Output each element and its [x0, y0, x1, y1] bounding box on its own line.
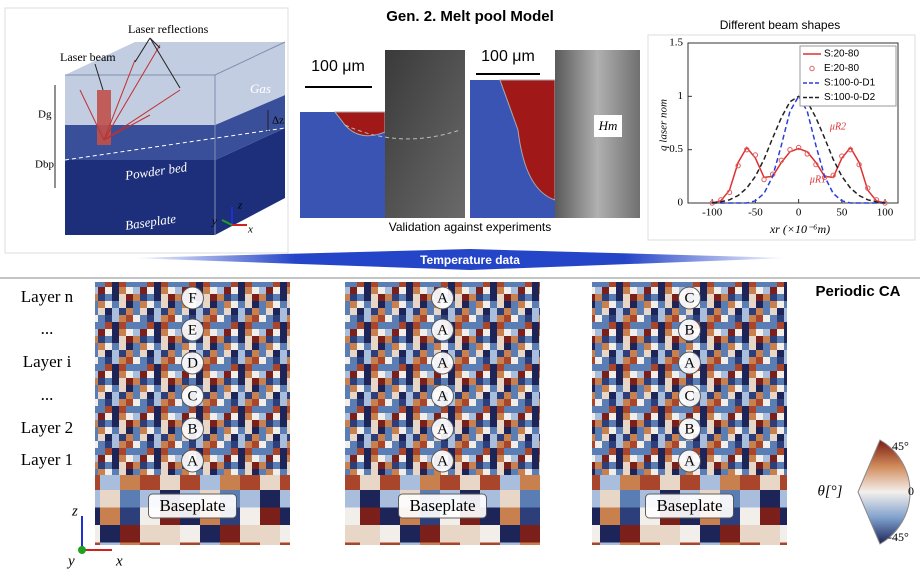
layer-letter: C: [187, 388, 197, 404]
colorbar-title: θ[°]: [817, 483, 842, 499]
y-axis-label: q laser nom: [658, 99, 670, 151]
axis-label: x: [247, 224, 253, 236]
x-tick-label: -100: [702, 207, 723, 219]
x-tick-label: -50: [748, 207, 763, 219]
x-tick-label: 50: [836, 207, 848, 219]
axis-label: z: [71, 503, 78, 519]
layer-letter: A: [437, 453, 448, 469]
colorbar: [858, 440, 910, 544]
axis-label: y: [66, 553, 75, 569]
label: Laser reflections: [128, 22, 209, 36]
caption: Validation against experiments: [389, 220, 552, 234]
legend-label: S:20-80: [824, 49, 859, 60]
scale-label: 100 μm: [481, 48, 535, 65]
layer-letter: E: [188, 322, 197, 338]
schematic: Laser reflections Laser beam Gas Dg Δz D…: [5, 8, 288, 253]
layer-letter: A: [684, 355, 695, 371]
colorbar-label: 0: [908, 484, 914, 498]
y-tick-label: 1.5: [669, 37, 683, 49]
baseplate-label: Baseplate: [159, 496, 225, 515]
layer-letter: B: [684, 322, 694, 338]
chart-title: Different beam shapes: [720, 18, 841, 32]
grain-field: [345, 282, 540, 475]
y-tick-label: 0: [678, 197, 684, 209]
x-tick-label: 100: [877, 207, 894, 219]
grain-field: [592, 282, 787, 475]
layer-letter: A: [187, 453, 198, 469]
periodic-ca: Periodic CA 45° 0 -45° θ[°] z y x Layer …: [21, 282, 914, 569]
transfer-label: Temperature data: [420, 253, 520, 267]
layer-label: Layer 1: [21, 450, 73, 469]
y-tick-label: 0.5: [669, 143, 683, 155]
colorbar-label: -45°: [888, 530, 909, 544]
section-title: Periodic CA: [815, 283, 900, 300]
layer-letter: B: [187, 421, 197, 437]
label: Δz: [272, 115, 284, 127]
colorbar-label: 45°: [892, 439, 909, 453]
layer-label: ...: [41, 319, 54, 338]
layer-letter: A: [437, 388, 448, 404]
label: Gas: [250, 81, 271, 96]
y-tick-label: 1: [678, 90, 684, 102]
beam-chart: Different beam shapes xr (×10⁻⁶m) q lase…: [648, 18, 915, 240]
layer-letter: A: [437, 290, 448, 306]
axis-label: y: [211, 216, 217, 228]
layer-letter: C: [684, 388, 694, 404]
label: Laser beam: [60, 50, 116, 64]
axis-origin: [78, 546, 86, 554]
layer-letter: F: [188, 290, 196, 306]
x-axis-label: xr (×10⁻⁶m): [769, 222, 830, 236]
scale-label: 100 μm: [311, 58, 365, 75]
layer-letter: C: [684, 290, 694, 306]
layer-label: Layer i: [23, 352, 72, 371]
annotation: μR2: [829, 121, 846, 132]
label: Dbp: [35, 159, 54, 171]
legend-label: S:100-0-D2: [824, 92, 876, 103]
baseplate-label: Baseplate: [656, 496, 722, 515]
label: Dg: [38, 109, 52, 121]
legend-label: S:100-0-D1: [824, 78, 876, 89]
axis-label: z: [237, 200, 243, 212]
figure-title: Gen. 2. Melt pool Model: [386, 8, 554, 25]
layer-letter: A: [437, 322, 448, 338]
layer-label: Layer n: [21, 287, 74, 306]
grain-field: [95, 282, 290, 475]
x-tick-label: 0: [796, 207, 802, 219]
baseplate-label: Baseplate: [409, 496, 475, 515]
layer-label: ...: [41, 385, 54, 404]
layer-letter: A: [437, 421, 448, 437]
layer-letter: A: [684, 453, 695, 469]
height-label: Hm: [598, 118, 618, 133]
layer-letter: B: [684, 421, 694, 437]
layer-letter: D: [187, 355, 198, 371]
layer-letter: A: [437, 355, 448, 371]
axis-label: x: [115, 553, 123, 569]
layer-label: Layer 2: [21, 418, 73, 437]
figure: Gen. 2. Melt pool Model Laser reflection…: [0, 0, 920, 570]
micrograph: [385, 50, 465, 218]
validation: 100 μm 100 μm Hm Validation against expe…: [300, 30, 640, 234]
legend-label: E:20-80: [824, 63, 859, 74]
